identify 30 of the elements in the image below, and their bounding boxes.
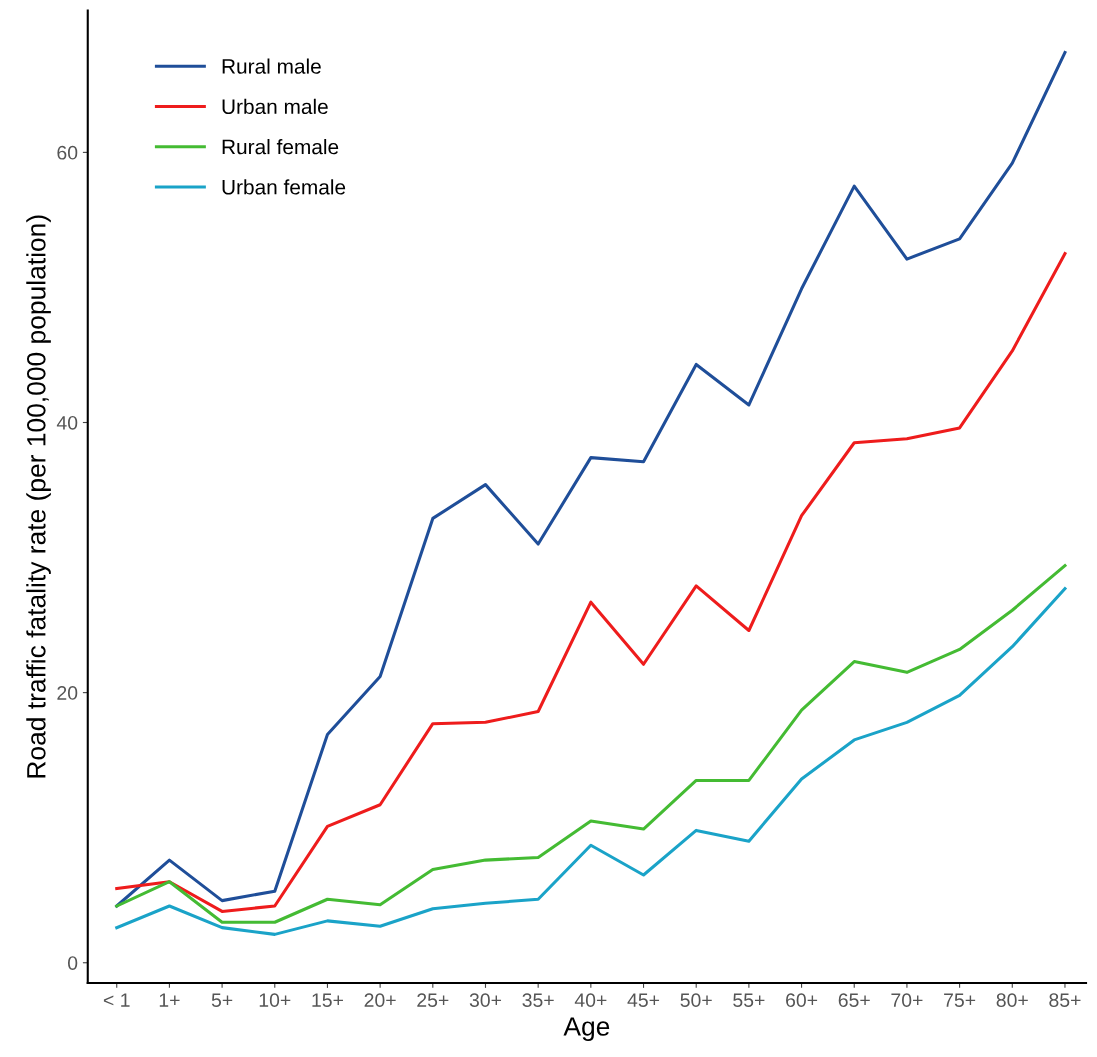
x-tick-label: 1+ xyxy=(159,993,180,1007)
x-tick-label: 85+ xyxy=(1049,993,1081,1008)
x-tick-label: 10+ xyxy=(259,993,291,1008)
x-axis-title: Age xyxy=(563,1017,610,1042)
x-tick-label: 30+ xyxy=(469,993,502,1008)
legend-label: Rural male xyxy=(222,58,321,74)
x-tick-label: 25+ xyxy=(417,993,449,1008)
line-series xyxy=(115,252,1067,913)
x-tick-label: < 1 xyxy=(103,993,130,1007)
x-tick-label: 45+ xyxy=(627,993,660,1008)
legend-label: Urban female xyxy=(222,179,346,195)
x-tick-label: 50+ xyxy=(680,993,712,1008)
x-tick-label: 5+ xyxy=(211,993,233,1008)
x-tick-label: 65+ xyxy=(838,993,870,1008)
legend-label: Rural female xyxy=(222,139,339,155)
x-tick-label: 70+ xyxy=(891,993,923,1008)
x-tick-label: 35+ xyxy=(522,993,554,1008)
y-axis-title: Road traffic fatality rate (per 100,000 population) xyxy=(26,215,51,778)
legend-label: Urban male xyxy=(222,98,328,115)
x-tick-label: 15+ xyxy=(312,993,343,1008)
x-tick-label: 55+ xyxy=(733,993,765,1008)
y-tick-label: 0 xyxy=(67,956,78,970)
x-tick-label: 80+ xyxy=(996,993,1028,1008)
y-tick-label: 40 xyxy=(56,415,78,430)
x-tick-label: 75+ xyxy=(944,993,976,1008)
y-tick-label: 60 xyxy=(57,145,78,160)
x-tick-label: 40+ xyxy=(574,993,607,1008)
x-tick-label: 60+ xyxy=(786,993,818,1008)
x-tick-label: 20+ xyxy=(364,993,396,1008)
y-tick-label: 20 xyxy=(57,686,78,700)
